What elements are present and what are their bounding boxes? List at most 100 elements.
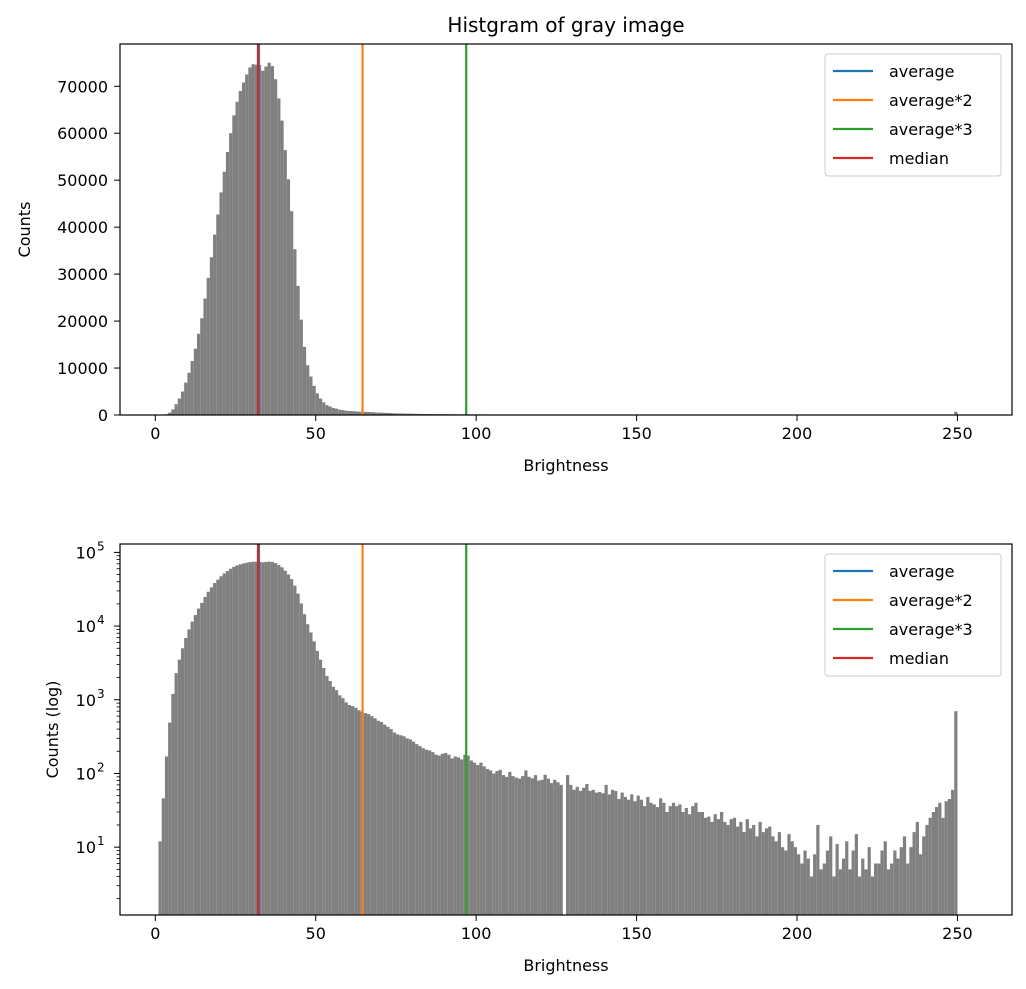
- histogram-bar: [517, 778, 522, 915]
- legend-label: average*3: [889, 620, 973, 639]
- y-tick-exponent: 5: [97, 539, 105, 553]
- histogram-bar: [861, 858, 865, 915]
- histogram-bar: [636, 795, 640, 915]
- histogram-bar: [399, 735, 403, 915]
- histogram-bar: [296, 593, 300, 915]
- legend-box: [824, 53, 1002, 177]
- histogram-bar: [527, 776, 531, 915]
- histogram-bar: [274, 563, 278, 915]
- histogram-bar: [729, 819, 733, 915]
- histogram-bar: [825, 850, 830, 915]
- histogram-bar: [315, 393, 319, 415]
- histogram-bar: [290, 579, 294, 915]
- histogram-bar: [267, 561, 271, 915]
- histogram-bar: [748, 828, 753, 915]
- y-tick-label: 10: [76, 838, 96, 857]
- y-tick-label: 10: [76, 543, 96, 562]
- histogram-bar: [219, 192, 223, 415]
- histogram-bar: [187, 629, 191, 915]
- histogram-bar: [678, 804, 682, 915]
- histogram-bar: [742, 832, 746, 915]
- histogram-bar: [710, 821, 714, 915]
- histogram-bar: [344, 410, 348, 415]
- histogram-bar: [954, 411, 958, 415]
- histogram-bar: [286, 179, 291, 415]
- histogram-bar: [245, 74, 249, 415]
- histogram-bar: [639, 799, 644, 915]
- histogram-bar: [655, 807, 660, 915]
- x-tick-label: 250: [942, 424, 973, 443]
- histogram-bar: [277, 565, 281, 915]
- histogram-bar: [816, 824, 820, 915]
- histogram-bar: [925, 824, 929, 915]
- histogram-bar: [601, 793, 605, 915]
- histogram-bar: [566, 775, 570, 915]
- x-axis-label: Brightness: [523, 956, 608, 975]
- histogram-bar: [209, 257, 214, 415]
- histogram-bar: [389, 413, 393, 415]
- histogram-bar: [495, 770, 499, 915]
- legend: average average*2 average*3 median: [824, 553, 1002, 677]
- histogram-bar: [373, 718, 377, 915]
- histogram-bar: [700, 811, 704, 915]
- histogram-bar: [248, 562, 252, 915]
- legend-label: average*2: [889, 91, 973, 110]
- histogram-bar: [431, 752, 435, 915]
- histogram-bar: [174, 404, 178, 415]
- x-axis-label: Brightness: [523, 456, 608, 475]
- histogram-bar: [203, 298, 207, 415]
- histogram-bar: [174, 673, 178, 915]
- histogram-bar: [864, 869, 868, 915]
- histogram-bar: [168, 412, 172, 415]
- histogram-bar: [158, 841, 162, 915]
- histogram-bar: [373, 412, 377, 415]
- histogram-bar: [216, 579, 220, 915]
- histogram-bar: [376, 720, 380, 915]
- histogram-bar: [203, 597, 207, 915]
- axes-frame: [119, 543, 1013, 916]
- histogram-bar: [354, 411, 358, 415]
- histogram-bar: [241, 563, 246, 915]
- histogram-bar: [383, 412, 387, 415]
- histogram-bar: [768, 826, 772, 915]
- legend-label: average*2: [889, 591, 973, 610]
- histogram-bar: [469, 760, 473, 915]
- histogram-bar: [626, 799, 631, 915]
- histogram-bar: [367, 411, 371, 415]
- histogram-bar: [546, 778, 550, 915]
- y-tick-label: 50000: [57, 171, 108, 190]
- histogram-bar: [402, 413, 406, 415]
- histogram-bar: [293, 249, 297, 415]
- histogram-bar: [883, 841, 887, 915]
- histogram-bar: [951, 789, 955, 915]
- legend-label: median: [889, 649, 949, 668]
- histogram-bar: [424, 749, 429, 915]
- histogram-bar: [614, 790, 618, 915]
- histogram-bar: [367, 714, 371, 915]
- histogram-bar: [325, 405, 329, 415]
- histogram-bar: [277, 98, 281, 415]
- histogram-bar: [559, 784, 563, 915]
- histogram-bar: [347, 411, 352, 415]
- histogram-bar: [392, 732, 396, 915]
- histogram-bar: [219, 576, 223, 915]
- histogram-bar: [264, 66, 268, 415]
- histogram-bar: [890, 863, 894, 915]
- histogram-bar: [213, 583, 217, 915]
- histogram-bar: [408, 739, 412, 915]
- histogram-bar: [267, 62, 271, 415]
- histogram-bar: [684, 807, 688, 915]
- histogram-bar: [241, 82, 246, 415]
- histogram-bar: [363, 713, 368, 915]
- histogram-bar: [363, 411, 368, 415]
- histogram-bar: [774, 841, 778, 915]
- histogram-bar: [411, 413, 416, 415]
- histogram-bar: [171, 409, 175, 415]
- histogram-bar: [806, 858, 810, 915]
- histogram-bar: [386, 412, 390, 415]
- histogram-bar: [582, 787, 586, 915]
- histogram-bar: [501, 775, 506, 915]
- histogram-bar: [752, 824, 756, 915]
- histogram-bar: [941, 817, 945, 915]
- histogram-bar: [720, 811, 724, 915]
